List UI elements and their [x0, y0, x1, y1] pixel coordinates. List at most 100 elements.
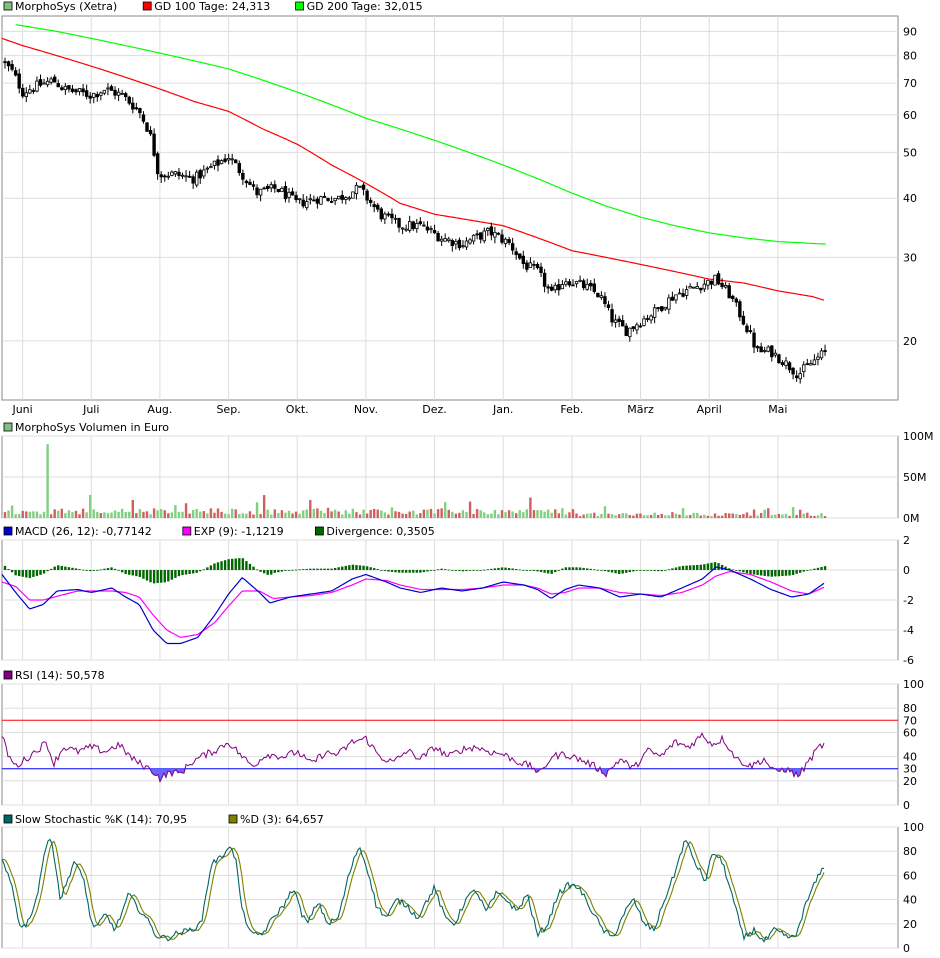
divergence-bar: [617, 570, 621, 574]
legend-swatch: [295, 1, 305, 11]
candle-body: [741, 315, 746, 325]
candle-body: [649, 315, 653, 321]
volume-bar: [493, 509, 497, 518]
candle-body: [273, 184, 277, 189]
divergence-bar: [408, 570, 411, 573]
volume-bar: [571, 509, 575, 518]
volume-bar: [713, 513, 717, 518]
volume-bar: [167, 513, 170, 518]
candle-body: [134, 107, 139, 110]
candle-body: [308, 198, 312, 201]
divergence-bar: [223, 560, 227, 570]
volume-bar: [529, 497, 532, 518]
divergence-bar: [25, 570, 28, 578]
divergence-bar: [387, 570, 390, 572]
volume-bar: [199, 511, 202, 518]
candle-body: [514, 251, 518, 256]
volume-bar: [89, 495, 92, 518]
divergence-bar: [181, 570, 184, 576]
divergence-bar: [191, 570, 195, 574]
volume-bar: [784, 513, 788, 518]
y-tick-label: 30: [903, 251, 917, 264]
y-tick-label: 30: [903, 763, 917, 776]
volume-bar: [60, 508, 63, 518]
volume-bar: [316, 508, 319, 518]
divergence-bar: [806, 570, 809, 571]
divergence-bar: [99, 569, 103, 571]
divergence-bar: [451, 570, 454, 571]
divergence-bar: [724, 566, 727, 570]
divergence-bar: [610, 570, 614, 573]
divergence-bar: [341, 566, 344, 570]
volume-bar: [273, 509, 276, 518]
x-tick-label: März: [627, 403, 654, 416]
volume-bar: [53, 509, 56, 518]
volume-bar: [248, 511, 252, 518]
divergence-bar: [742, 570, 745, 573]
volume-bar: [142, 511, 145, 518]
y-tick-label: 40: [903, 894, 917, 907]
candle-body: [340, 195, 344, 200]
volume-bar: [92, 509, 95, 518]
divergence-bar: [543, 570, 546, 573]
candle-body: [486, 228, 490, 231]
volume-bar: [745, 512, 749, 518]
volume-bar: [763, 509, 766, 518]
candle-body: [38, 79, 43, 86]
y-tick-label: 100: [903, 821, 924, 834]
candle-body: [202, 169, 206, 177]
divergence-bar: [231, 558, 234, 570]
divergence-bar: [397, 570, 401, 573]
volume-bar: [305, 509, 308, 518]
x-tick-label: Jan.: [492, 403, 513, 416]
volume-bar: [206, 513, 209, 518]
divergence-bar: [465, 570, 468, 572]
volume-bar: [120, 508, 124, 518]
candle-body: [358, 185, 362, 188]
candle-body: [361, 184, 366, 190]
volume-bar: [660, 513, 663, 518]
legend-label: MorphoSys Volumen in Euro: [15, 421, 169, 434]
volume-bar: [710, 515, 713, 518]
volume-bar: [280, 510, 284, 518]
candle-body: [376, 204, 380, 210]
volume-bar: [731, 513, 734, 518]
divergence-bar: [546, 570, 550, 574]
volume-bar: [497, 514, 500, 518]
panel-frame: [1, 683, 899, 806]
divergence-bar: [603, 570, 607, 572]
divergence-bar: [578, 567, 582, 570]
candle-body: [372, 204, 376, 208]
volume-bar: [128, 511, 131, 518]
divergence-bar: [557, 570, 560, 571]
divergence-bar: [135, 570, 138, 577]
volume-bar: [326, 507, 330, 518]
candle-body: [255, 187, 259, 196]
candle-body: [496, 232, 501, 235]
candle-body: [716, 273, 721, 285]
candle-body: [336, 195, 341, 200]
candle-body: [155, 153, 160, 175]
divergence-bar: [39, 570, 42, 575]
volume-bar: [422, 509, 426, 518]
volume-bar: [724, 513, 727, 518]
volume-bar: [277, 513, 280, 518]
y-tick-label: 0M: [903, 512, 920, 525]
candle-body: [248, 181, 252, 185]
candle-body: [351, 191, 355, 199]
volume-bar: [106, 513, 110, 518]
candle-body: [787, 362, 792, 371]
candle-body: [191, 176, 195, 184]
candle-body: [688, 285, 692, 289]
candle-body: [102, 89, 107, 94]
divergence-bar: [42, 570, 46, 574]
candle-body: [209, 166, 213, 169]
divergence-bar: [415, 570, 418, 573]
divergence-bar: [500, 567, 504, 570]
volume-bar: [252, 514, 255, 518]
volume-bar: [42, 511, 46, 518]
candle-body: [294, 195, 298, 200]
y-tick-label: 0: [903, 942, 910, 955]
candle-body: [542, 272, 547, 287]
candle-body: [198, 170, 202, 179]
